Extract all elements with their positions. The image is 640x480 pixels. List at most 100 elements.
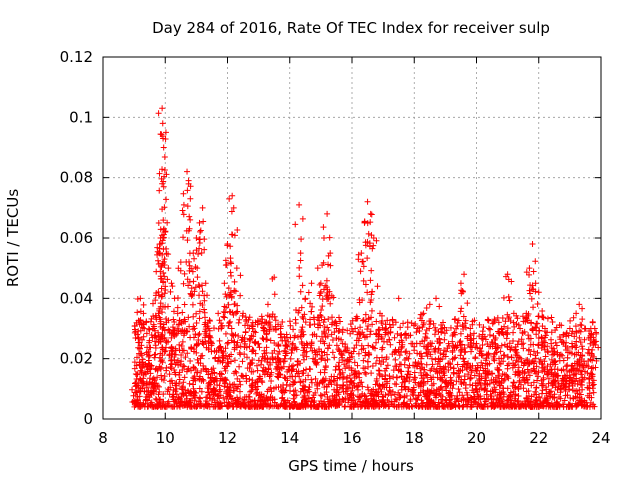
- data-point: [378, 320, 385, 327]
- data-point: [157, 268, 164, 275]
- data-point: [479, 403, 486, 410]
- data-point: [405, 386, 412, 393]
- data-point: [229, 395, 236, 402]
- data-point: [195, 250, 202, 257]
- data-point: [370, 242, 377, 249]
- data-point: [189, 268, 196, 275]
- data-point: [444, 345, 451, 352]
- data-point: [139, 324, 146, 331]
- data-point: [318, 348, 325, 355]
- data-point: [588, 365, 595, 372]
- data-point: [486, 331, 493, 338]
- data-point: [512, 343, 519, 350]
- data-point: [240, 373, 247, 380]
- data-point: [175, 321, 182, 328]
- data-point: [530, 286, 537, 293]
- data-point: [303, 340, 310, 347]
- data-point: [330, 294, 337, 301]
- data-point: [196, 245, 203, 252]
- data-point: [454, 395, 461, 402]
- data-point: [320, 224, 327, 231]
- data-point: [157, 333, 164, 340]
- data-point: [508, 344, 515, 351]
- data-point: [331, 378, 338, 385]
- data-point: [453, 398, 460, 405]
- data-point: [512, 392, 519, 399]
- data-point: [485, 325, 492, 332]
- data-point: [430, 399, 437, 406]
- data-point: [336, 402, 343, 409]
- data-point: [311, 331, 318, 338]
- data-point: [187, 334, 194, 341]
- data-point: [492, 335, 499, 342]
- data-point: [418, 360, 425, 367]
- data-point: [315, 324, 322, 331]
- data-point: [398, 361, 405, 368]
- data-point: [535, 341, 542, 348]
- data-point: [345, 349, 352, 356]
- data-point: [484, 316, 491, 323]
- data-point: [238, 337, 245, 344]
- data-point: [160, 321, 167, 328]
- data-point: [169, 283, 176, 290]
- data-point: [583, 403, 590, 410]
- data-point: [194, 403, 201, 410]
- data-point: [300, 370, 307, 377]
- data-point: [267, 359, 274, 366]
- data-point: [441, 336, 448, 343]
- data-point: [437, 365, 444, 372]
- data-point: [174, 310, 181, 317]
- data-point: [144, 397, 151, 404]
- data-point: [411, 362, 418, 369]
- data-point: [568, 343, 575, 350]
- data-point: [349, 387, 356, 394]
- data-point: [539, 367, 546, 374]
- data-point: [524, 360, 531, 367]
- data-point: [436, 369, 443, 376]
- data-point: [336, 359, 343, 366]
- data-point: [154, 251, 161, 258]
- data-point: [164, 276, 171, 283]
- y-tick-label: 0.04: [60, 289, 93, 307]
- data-point: [411, 374, 418, 381]
- data-point: [256, 373, 263, 380]
- data-point: [221, 280, 228, 287]
- data-point: [163, 367, 170, 374]
- data-point: [179, 207, 186, 214]
- data-point: [555, 381, 562, 388]
- data-point: [246, 343, 253, 350]
- data-point: [447, 382, 454, 389]
- data-point: [586, 379, 593, 386]
- data-point: [254, 367, 261, 374]
- data-point: [527, 282, 534, 289]
- data-point: [590, 377, 597, 384]
- data-point: [476, 321, 483, 328]
- data-point: [433, 386, 440, 393]
- data-point: [415, 382, 422, 389]
- data-point: [412, 402, 419, 409]
- data-point: [549, 381, 556, 388]
- data-point: [461, 376, 468, 383]
- data-point: [457, 308, 464, 315]
- data-point: [239, 372, 246, 379]
- data-point: [466, 381, 473, 388]
- data-point: [506, 297, 513, 304]
- data-point: [374, 283, 381, 290]
- data-point: [292, 221, 299, 228]
- data-point: [348, 365, 355, 372]
- data-point: [455, 385, 462, 392]
- data-point: [497, 348, 504, 355]
- data-point: [199, 288, 206, 295]
- data-point: [298, 236, 305, 243]
- data-point: [231, 339, 238, 346]
- data-point: [506, 340, 513, 347]
- data-point: [577, 391, 584, 398]
- data-point: [490, 395, 497, 402]
- data-point: [222, 345, 229, 352]
- data-point: [593, 338, 600, 345]
- data-point: [138, 350, 145, 357]
- data-point: [136, 362, 143, 369]
- data-point: [168, 334, 175, 341]
- data-point: [193, 341, 200, 348]
- data-point: [512, 384, 519, 391]
